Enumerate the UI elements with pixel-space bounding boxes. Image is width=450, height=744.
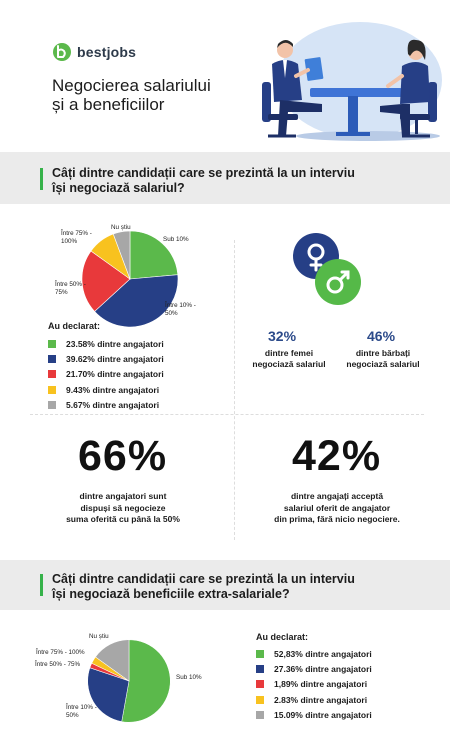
section1-question: Câți dintre candidații care se prezintă … bbox=[52, 166, 412, 196]
legend-swatch-red bbox=[256, 680, 264, 689]
gender-icons bbox=[293, 233, 361, 305]
section1-accent-bar bbox=[40, 168, 43, 190]
pie1-legend-label: 9.43% dintre angajatori bbox=[66, 384, 160, 395]
men-caption: dintre bărbați negociază salariul bbox=[338, 348, 428, 370]
men-caption-line2: negociază salariul bbox=[346, 359, 420, 369]
women-caption-line1: dintre femei bbox=[264, 348, 314, 358]
pie1-legend-label: 23.58% dintre angajatori bbox=[66, 338, 164, 349]
legend-swatch-green bbox=[48, 339, 56, 348]
legend-swatch-gray bbox=[256, 710, 264, 719]
pie2-legend-label: 27.36% dintre angajatori bbox=[274, 663, 372, 674]
legend-swatch-gray bbox=[48, 400, 56, 409]
pie2-legend-row: 2.83% dintre angajatori bbox=[256, 692, 372, 707]
pie1-legend-label: 21.70% dintre angajatori bbox=[66, 369, 164, 380]
pie2-legend-label: 15.09% dintre angajatori bbox=[274, 709, 372, 720]
page-title: Negocierea salariului și a beneficiilor bbox=[52, 76, 252, 114]
salary-pie-chart bbox=[81, 230, 179, 328]
pie1-legend-label: 5.67% dintre angajatori bbox=[66, 399, 160, 410]
pie2-legend-label: 2.83% dintre angajatori bbox=[274, 694, 368, 705]
section1-question-line1: Câți dintre candidații care se prezintă … bbox=[52, 166, 355, 180]
female-symbol-icon bbox=[307, 243, 325, 272]
pie1-legend-row: 9.43% dintre angajatori bbox=[48, 382, 164, 397]
women-caption-line2: negociază salariul bbox=[252, 359, 326, 369]
pie2-label-50-75: Între 50% - 75% bbox=[35, 661, 81, 668]
employers-stat-line2: dispuși să negocieze bbox=[80, 502, 166, 513]
employees-stat-percent: 42% bbox=[292, 432, 382, 480]
legend-swatch-green bbox=[256, 649, 264, 658]
pie1-label-10-50: Între 10% - 50% bbox=[165, 302, 196, 317]
bestjobs-logo[interactable]: bestjobs bbox=[52, 42, 136, 62]
pie2-legend-label: 1,89% dintre angajatori bbox=[274, 679, 368, 690]
pie1-slice-0 bbox=[129, 230, 179, 280]
pie1-label-50-75: Între 50% - 75% bbox=[55, 281, 86, 296]
pie1-legend-row: 21.70% dintre angajatori bbox=[48, 367, 164, 382]
pie2-label-nustiu: Nu știu bbox=[89, 633, 109, 640]
pie2-legend-label: 52,83% dintre angajatori bbox=[274, 648, 372, 659]
pie2-slice-4 bbox=[95, 639, 130, 682]
benefits-pie-chart bbox=[87, 639, 171, 723]
pie2-legend-row: 27.36% dintre angajatori bbox=[256, 661, 372, 676]
pie2-legend-row: 1,89% dintre angajatori bbox=[256, 677, 372, 692]
legend-swatch-blue bbox=[256, 664, 264, 673]
women-caption: dintre femei negociază salariul bbox=[244, 348, 334, 370]
title-line-1: Negocierea salariului bbox=[52, 76, 211, 95]
logo-text: bestjobs bbox=[77, 44, 137, 60]
negotiation-illustration bbox=[262, 22, 442, 141]
section2-accent-bar bbox=[40, 574, 43, 596]
section2-question: Câți dintre candidații care se prezintă … bbox=[52, 572, 412, 602]
bestjobs-logo-icon bbox=[53, 43, 71, 61]
section2-banner: Câți dintre candidații care se prezintă … bbox=[0, 560, 450, 610]
pie1-legend-title: Au declarat: bbox=[48, 321, 101, 331]
section1-banner: Câți dintre candidații care se prezintă … bbox=[0, 152, 450, 204]
pie2-label-sub10: Sub 10% bbox=[176, 674, 202, 681]
pie1-label-nustiu: Nu știu bbox=[111, 224, 131, 231]
pie1-legend-row: 5.67% dintre angajatori bbox=[48, 397, 164, 412]
legend-swatch-yellow bbox=[256, 695, 264, 704]
pie2-slice-1 bbox=[87, 667, 130, 722]
pie2-label-75-100: Între 75% - 100% bbox=[36, 649, 85, 656]
pie2-label-10-50: Între 10% - 50% bbox=[66, 704, 97, 719]
employees-stat-line1: dintre angajați acceptă bbox=[290, 491, 384, 501]
pie1-slice-4 bbox=[112, 230, 131, 280]
employers-stat-percent: 66% bbox=[78, 432, 168, 480]
employers-stat-line3: suma oferită cu până la 50% bbox=[66, 514, 180, 524]
employers-stat-caption: dintre angajatori sunt dispuși să negoci… bbox=[48, 491, 198, 526]
section2-question-line2: își negociază beneficiile extra-salarial… bbox=[52, 587, 290, 601]
pie1-legend-row: 39.62% dintre angajatori bbox=[48, 351, 164, 366]
pie1-legend-label: 39.62% dintre angajatori bbox=[66, 353, 164, 364]
pie2-legend-title: Au declarat: bbox=[256, 632, 309, 642]
employees-stat-line3: din prima, fără nicio negociere. bbox=[274, 514, 400, 524]
pie1-slice-1 bbox=[94, 274, 179, 328]
women-percent: 32% bbox=[268, 328, 297, 344]
male-circle bbox=[315, 259, 361, 305]
pie2-legend-row: 15.09% dintre angajatori bbox=[256, 707, 372, 722]
legend-swatch-yellow bbox=[48, 385, 56, 394]
pie2-legend-row: 52,83% dintre angajatori bbox=[256, 646, 372, 661]
legend-swatch-red bbox=[48, 370, 56, 379]
pie1-slice-2 bbox=[81, 250, 131, 312]
pie2-legend: Au declarat: 52,83% dintre angajatori 27… bbox=[256, 632, 372, 722]
employees-stat-caption: dintre angajați acceptă salariul oferit … bbox=[262, 491, 412, 526]
pie1-label-75-100: Între 75% - 100% bbox=[61, 230, 92, 245]
men-caption-line1: dintre bărbați bbox=[355, 348, 411, 358]
male-symbol-icon bbox=[326, 270, 350, 294]
pie1-label-sub10: Sub 10% bbox=[163, 236, 189, 243]
employees-stat-line2: salariul oferit de angajator bbox=[283, 502, 391, 513]
men-percent: 46% bbox=[367, 328, 396, 344]
employers-stat-line1: dintre angajatori sunt bbox=[79, 491, 167, 501]
vertical-divider bbox=[234, 240, 235, 540]
section1-question-line2: își negociază salariul? bbox=[52, 181, 185, 195]
title-line-2: și a beneficiilor bbox=[52, 95, 165, 114]
legend-swatch-blue bbox=[48, 354, 56, 363]
pie1-legend: Au declarat: 23.58% dintre angajatori 39… bbox=[48, 321, 164, 412]
section2-question-line1: Câți dintre candidații care se prezintă … bbox=[52, 572, 355, 586]
pie1-legend-row: 23.58% dintre angajatori bbox=[48, 336, 164, 351]
horizontal-divider bbox=[30, 414, 424, 415]
pie2-slice-0 bbox=[121, 639, 171, 723]
